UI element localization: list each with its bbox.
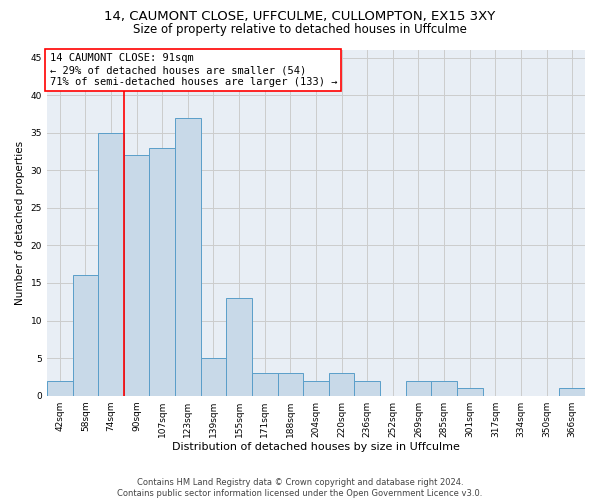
Bar xyxy=(278,373,303,396)
Text: Contains HM Land Registry data © Crown copyright and database right 2024.
Contai: Contains HM Land Registry data © Crown c… xyxy=(118,478,482,498)
Bar xyxy=(47,380,73,396)
Text: 14 CAUMONT CLOSE: 91sqm
← 29% of detached houses are smaller (54)
71% of semi-de: 14 CAUMONT CLOSE: 91sqm ← 29% of detache… xyxy=(50,54,337,86)
Bar xyxy=(175,118,200,396)
Text: Size of property relative to detached houses in Uffculme: Size of property relative to detached ho… xyxy=(133,22,467,36)
Y-axis label: Number of detached properties: Number of detached properties xyxy=(15,141,25,305)
Bar xyxy=(355,380,380,396)
Bar xyxy=(406,380,431,396)
Bar xyxy=(124,155,149,396)
Bar xyxy=(252,373,278,396)
Bar xyxy=(73,276,98,396)
Bar xyxy=(98,132,124,396)
Bar xyxy=(559,388,585,396)
Bar xyxy=(329,373,355,396)
Bar xyxy=(149,148,175,396)
Bar xyxy=(200,358,226,396)
X-axis label: Distribution of detached houses by size in Uffculme: Distribution of detached houses by size … xyxy=(172,442,460,452)
Bar xyxy=(431,380,457,396)
Bar xyxy=(457,388,482,396)
Text: 14, CAUMONT CLOSE, UFFCULME, CULLOMPTON, EX15 3XY: 14, CAUMONT CLOSE, UFFCULME, CULLOMPTON,… xyxy=(104,10,496,23)
Bar xyxy=(226,298,252,396)
Bar xyxy=(303,380,329,396)
